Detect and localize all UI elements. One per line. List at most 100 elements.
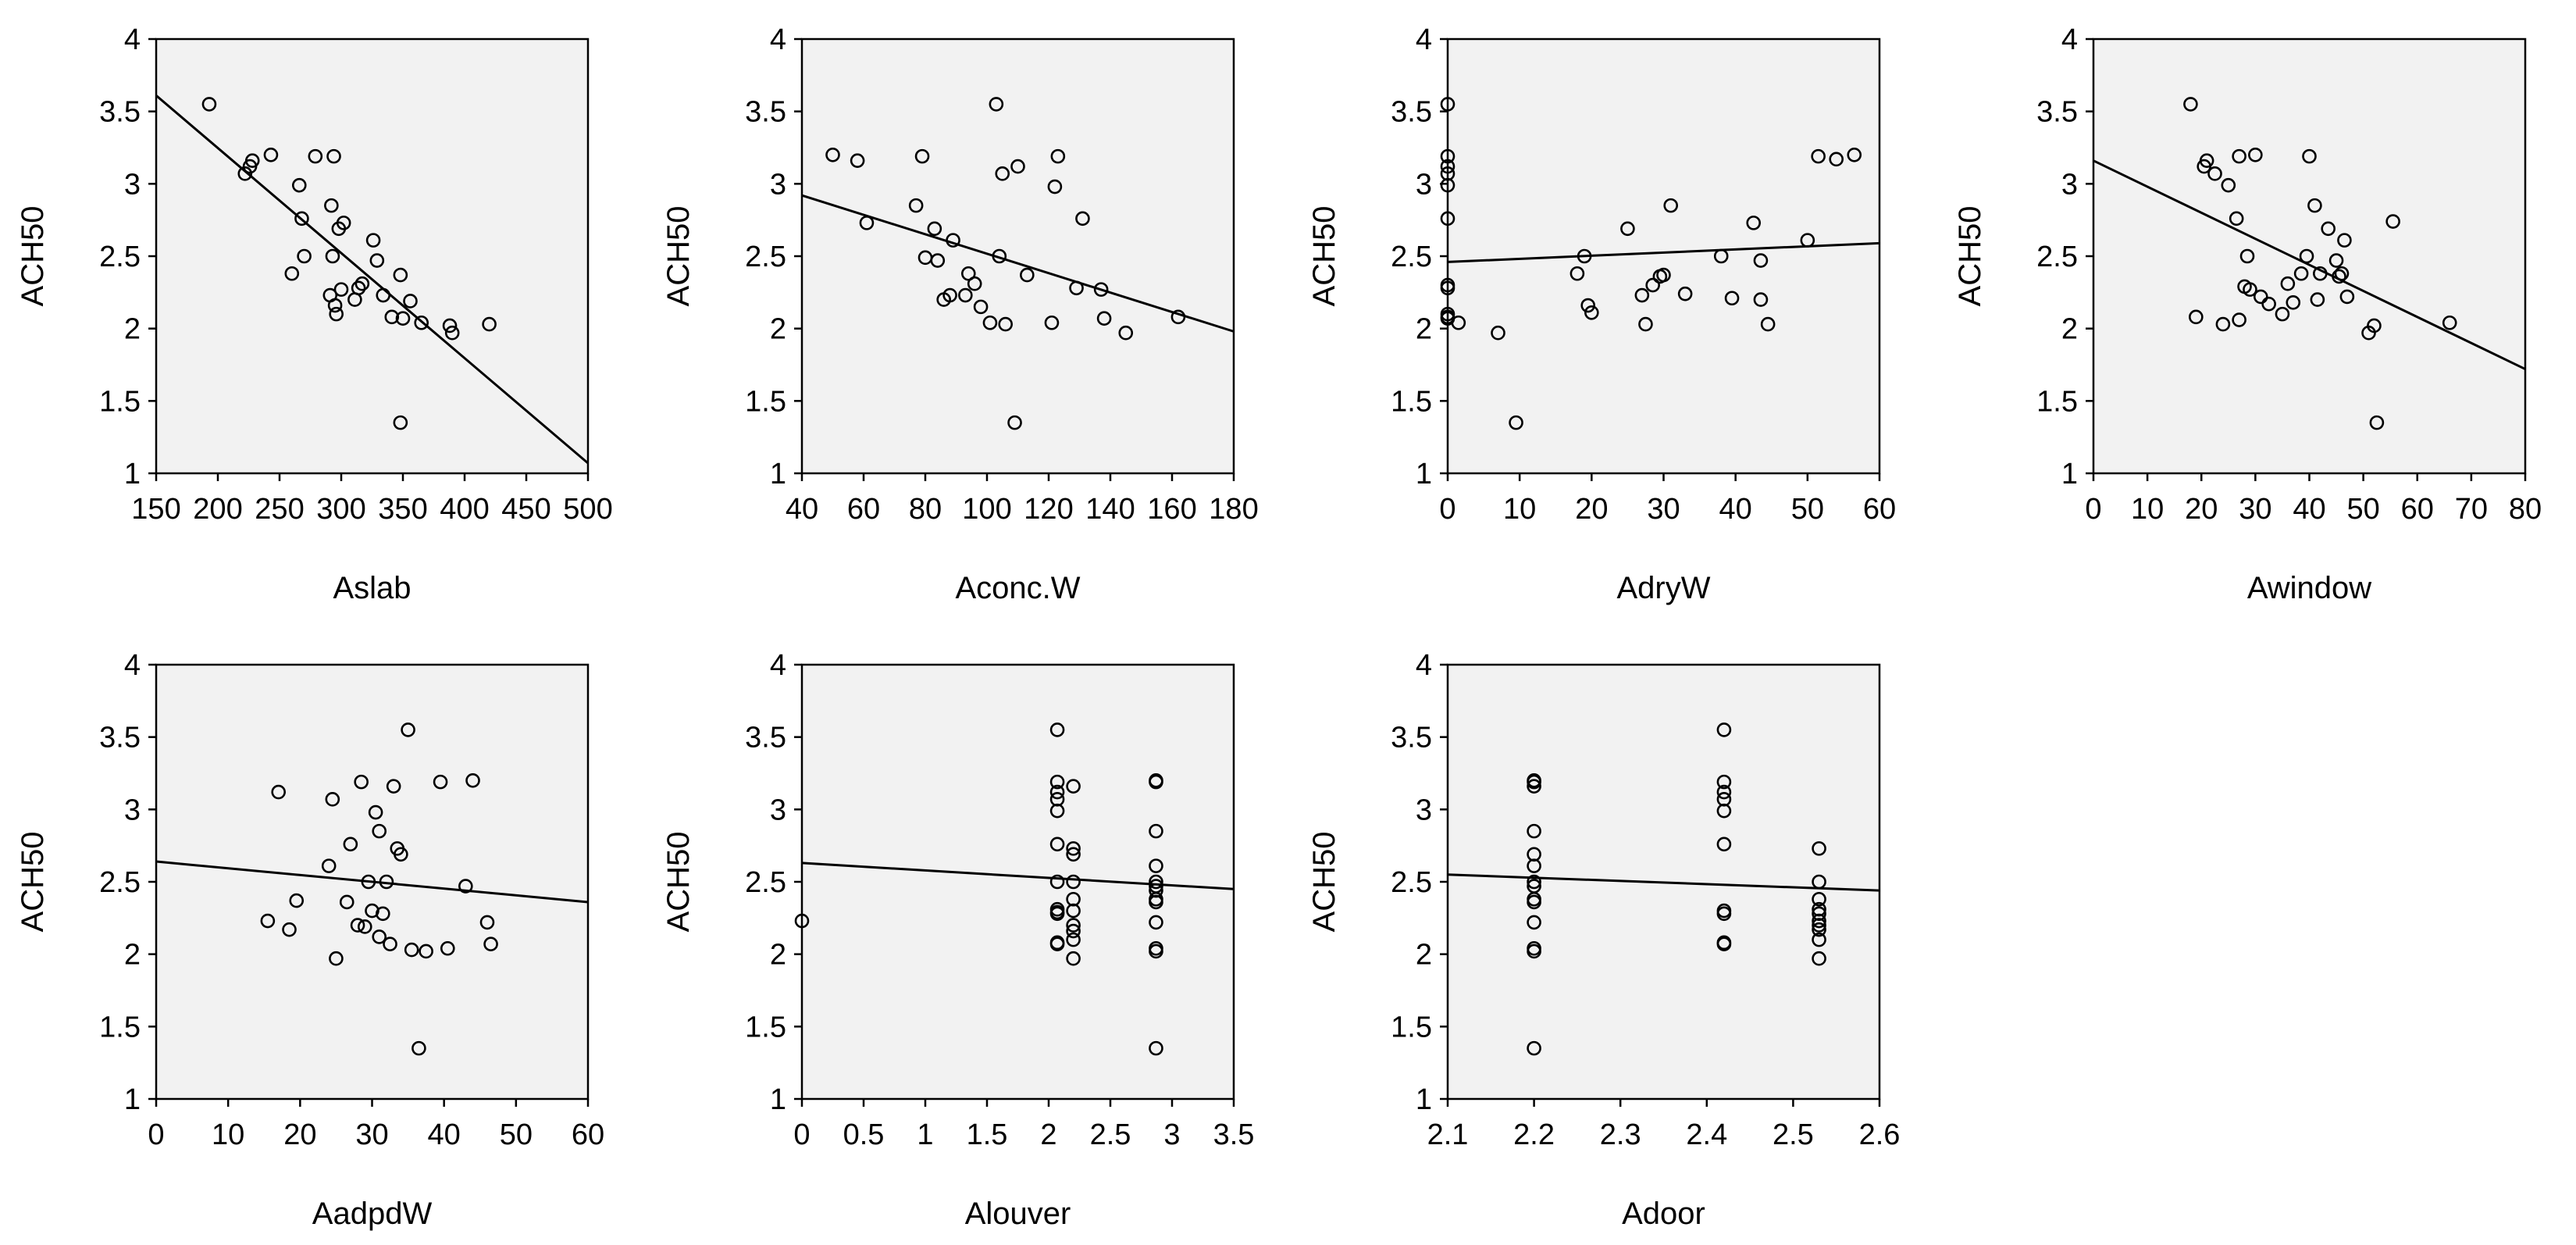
x-tick-label: 40: [428, 1118, 461, 1151]
y-tick-label: 1.5: [99, 1011, 141, 1043]
data-point: [794, 913, 810, 929]
data-point: [1066, 903, 1081, 919]
x-tick-label: 100: [962, 493, 1011, 526]
y-tick-label: 2.5: [2036, 241, 2078, 273]
y-tick-label: 1.5: [745, 385, 786, 418]
data-point: [289, 893, 305, 908]
data-point: [1527, 774, 1541, 790]
y-tick-label: 2: [2061, 313, 2078, 346]
data-point: [2243, 282, 2257, 297]
data-point: [2337, 233, 2352, 248]
data-point: [237, 166, 253, 181]
data-point: [2310, 292, 2325, 307]
x-tick-label: 60: [2401, 493, 2434, 526]
data-point: [412, 1040, 426, 1056]
y-axis-label: ACH50: [1953, 206, 1987, 307]
data-point: [1440, 159, 1455, 174]
data-point: [1044, 315, 1060, 330]
y-tick-label: 2: [124, 939, 141, 972]
data-point: [1716, 774, 1732, 790]
y-axis-label: ACH50: [16, 832, 50, 933]
x-tick-label: 2.5: [1773, 1118, 1814, 1151]
data-point: [1451, 315, 1466, 330]
fit-line: [801, 194, 1235, 333]
y-tick-label: 3.5: [99, 722, 141, 754]
y-tick-label: 1: [1416, 1083, 1432, 1116]
data-point: [1812, 913, 1826, 929]
data-point: [946, 233, 960, 248]
data-point: [1716, 906, 1732, 922]
y-tick-label: 2.5: [99, 866, 141, 899]
chart-panel-adoor: 1 1.5 2 2.5 3 3.5 4 2.1 2.2 2.3 2.4 2.5 2.6 Adoor ACH5…: [1307, 649, 1900, 1231]
data-point: [1440, 148, 1455, 164]
y-axis-label: ACH50: [1307, 206, 1341, 307]
x-tick-label: 20: [283, 1118, 316, 1151]
x-tick-label: 140: [1085, 493, 1135, 526]
data-point: [1440, 177, 1455, 193]
data-point: [967, 276, 982, 291]
y-tick-label: 4: [770, 23, 786, 56]
data-point: [329, 306, 344, 322]
y-tick-label: 1.5: [2036, 385, 2078, 418]
data-point: [1716, 784, 1732, 800]
x-tick-label: 30: [2239, 493, 2271, 526]
y-tick-label: 4: [124, 649, 141, 682]
data-point: [1049, 774, 1065, 790]
data-point: [1096, 311, 1112, 326]
data-point: [2313, 266, 2328, 281]
data-point: [1066, 779, 1081, 794]
data-point: [386, 779, 401, 794]
data-point: [2328, 253, 2344, 268]
data-point: [1716, 936, 1732, 951]
y-tick-label: 1: [770, 458, 786, 491]
data-point: [401, 722, 415, 737]
data-point: [1049, 837, 1065, 852]
x-tick-label: 80: [2509, 493, 2542, 526]
y-tick-label: 4: [770, 649, 786, 682]
y-axis-label: ACH50: [16, 206, 50, 307]
data-point: [1149, 944, 1163, 959]
x-tick-label: 30: [355, 1118, 388, 1151]
data-point: [1440, 211, 1455, 227]
data-point: [1049, 936, 1065, 951]
x-tick-label: 0: [148, 1118, 164, 1151]
x-tick-label: 3.5: [1213, 1118, 1255, 1151]
data-point: [414, 315, 429, 330]
data-point: [282, 922, 297, 937]
x-tick-label: 10: [212, 1118, 244, 1151]
y-tick-label: 2: [124, 313, 141, 346]
data-point: [479, 915, 495, 930]
y-axis-label: ACH50: [1307, 832, 1341, 933]
data-point: [850, 153, 865, 168]
y-tick-label: 2: [770, 939, 786, 972]
data-point: [1580, 298, 1596, 313]
x-tick-label: 50: [1791, 493, 1824, 526]
data-point: [998, 316, 1013, 332]
x-tick-label: 2.1: [1427, 1118, 1469, 1151]
data-point: [324, 198, 339, 213]
data-point: [1812, 906, 1826, 922]
x-tick-label: 60: [572, 1118, 604, 1151]
data-point: [321, 858, 337, 873]
data-point: [329, 951, 344, 966]
data-point: [1620, 221, 1635, 237]
data-point: [1760, 316, 1776, 332]
data-point: [930, 253, 946, 268]
y-tick-label: 3: [124, 794, 141, 826]
data-point: [1527, 874, 1541, 890]
data-point: [291, 177, 307, 193]
data-point: [989, 97, 1004, 112]
x-tick-label: 300: [316, 493, 365, 526]
data-point: [372, 929, 387, 944]
x-axis-label: Aconc.W: [955, 571, 1080, 605]
x-tick-label: 2.6: [1859, 1118, 1901, 1151]
data-point: [361, 874, 376, 890]
data-point: [1050, 148, 1066, 164]
data-point: [327, 298, 343, 313]
y-tick-label: 1.5: [1391, 1011, 1432, 1043]
data-point: [2253, 289, 2268, 305]
data-point: [1440, 280, 1455, 296]
x-tick-label: 50: [2346, 493, 2379, 526]
data-point: [942, 287, 957, 303]
